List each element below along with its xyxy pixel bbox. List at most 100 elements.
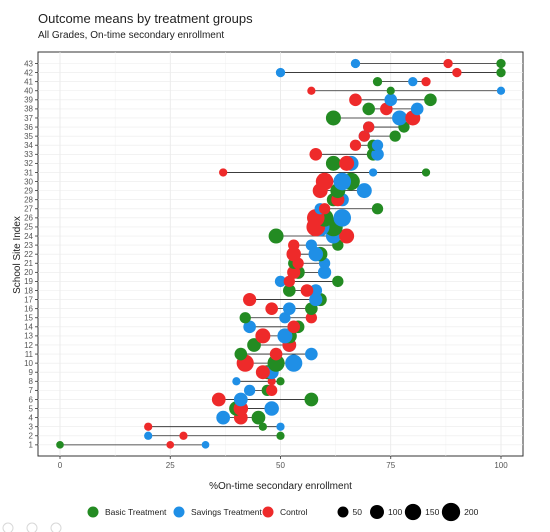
savings-point [275, 67, 286, 78]
savings-point [243, 320, 256, 334]
legend-size-label: 100 [388, 507, 402, 517]
y-tick-label: 19 [24, 277, 33, 286]
zoom-out-icon[interactable] [2, 522, 14, 532]
control-point [349, 139, 362, 151]
y-tick-label: 43 [24, 59, 33, 68]
control-point [266, 384, 278, 397]
chart-title: Outcome means by treatment groups [38, 11, 253, 26]
control-point [219, 168, 228, 177]
control-point [267, 377, 276, 386]
y-tick-label: 26 [24, 214, 33, 223]
y-axis-title: School Site Index [12, 216, 23, 294]
control-point [305, 312, 318, 324]
savings-point [277, 328, 293, 344]
y-tick-label: 21 [24, 259, 33, 268]
basic-point [372, 77, 383, 87]
y-tick-label: 42 [24, 68, 33, 77]
basic-point [234, 347, 248, 361]
savings-point [243, 384, 256, 397]
y-tick-label: 31 [24, 168, 33, 177]
y-tick-label: 1 [29, 441, 34, 450]
basic-point [251, 410, 266, 425]
y-tick-label: 11 [25, 350, 34, 359]
savings-point [309, 292, 323, 307]
y-tick-label: 9 [29, 368, 34, 377]
y-tick-label: 33 [24, 150, 33, 159]
x-tick-label: 0 [58, 461, 63, 470]
basic-point [258, 422, 267, 431]
savings-point [276, 422, 285, 431]
y-tick-label: 23 [24, 241, 33, 250]
control-point [166, 441, 175, 449]
control-point [300, 284, 314, 297]
y-tick-label: 30 [24, 177, 33, 186]
legend-size-point [404, 503, 422, 521]
basic-point [325, 155, 341, 171]
basic-point [389, 130, 401, 142]
savings-point [371, 147, 384, 161]
control-point [288, 239, 300, 251]
legend-label: Basic Treatment [105, 507, 167, 517]
control-point [255, 328, 271, 344]
basic-point [386, 86, 395, 95]
savings-point [368, 168, 378, 177]
basic-point [56, 441, 64, 449]
control-point [144, 422, 153, 431]
y-tick-label: 27 [24, 205, 33, 214]
y-tick-label: 39 [24, 96, 33, 105]
pan-icon[interactable] [50, 522, 62, 532]
basic-point [496, 58, 506, 69]
savings-point [333, 209, 352, 227]
control-point [339, 228, 355, 244]
savings-point [392, 110, 408, 126]
savings-point [279, 312, 291, 324]
y-tick-label: 35 [24, 132, 33, 141]
savings-point [233, 392, 248, 407]
legend-size-label: 150 [425, 507, 439, 517]
x-tick-label: 50 [276, 461, 285, 470]
savings-point [371, 139, 384, 151]
control-point [339, 155, 355, 171]
y-tick-label: 41 [24, 77, 33, 86]
savings-point [356, 183, 372, 199]
basic-point [496, 67, 506, 78]
basic-point [276, 377, 285, 386]
legend-size-point [441, 502, 461, 522]
control-point [179, 431, 188, 440]
y-tick-label: 18 [24, 286, 33, 295]
control-point [287, 265, 301, 279]
savings-point [305, 347, 318, 361]
y-tick-label: 40 [24, 87, 33, 96]
control-point [243, 292, 257, 307]
viewer-toolbar [2, 522, 62, 532]
y-tick-label: 15 [24, 314, 33, 323]
x-tick-label: 100 [494, 461, 508, 470]
y-tick-label: 25 [24, 223, 33, 232]
savings-point [283, 302, 296, 315]
control-point [255, 365, 270, 380]
plot-area: 0 25 50 75 100123456789101112131415161718192… [24, 51, 524, 470]
control-point [211, 392, 226, 407]
zoom-in-icon[interactable] [26, 522, 38, 532]
savings-point [496, 86, 506, 95]
control-point [286, 246, 301, 262]
control-point [363, 121, 375, 133]
y-tick-label: 4 [29, 413, 34, 422]
legend-label: Savings Treatment [191, 507, 263, 517]
y-tick-label: 29 [24, 186, 33, 195]
control-point [452, 67, 462, 78]
control-point [318, 203, 331, 215]
basic-point [268, 228, 284, 244]
control-point [309, 147, 323, 161]
basic-point [362, 102, 376, 116]
control-point [287, 320, 301, 334]
y-tick-label: 7 [29, 386, 34, 395]
basic-point [421, 168, 431, 177]
savings-point [384, 93, 398, 107]
y-tick-label: 34 [24, 141, 33, 150]
legend-size-point [370, 505, 384, 519]
basic-point [332, 275, 344, 288]
y-tick-label: 32 [24, 159, 33, 168]
chart-subtitle: All Grades, On-time secondary enrollment [38, 30, 224, 41]
